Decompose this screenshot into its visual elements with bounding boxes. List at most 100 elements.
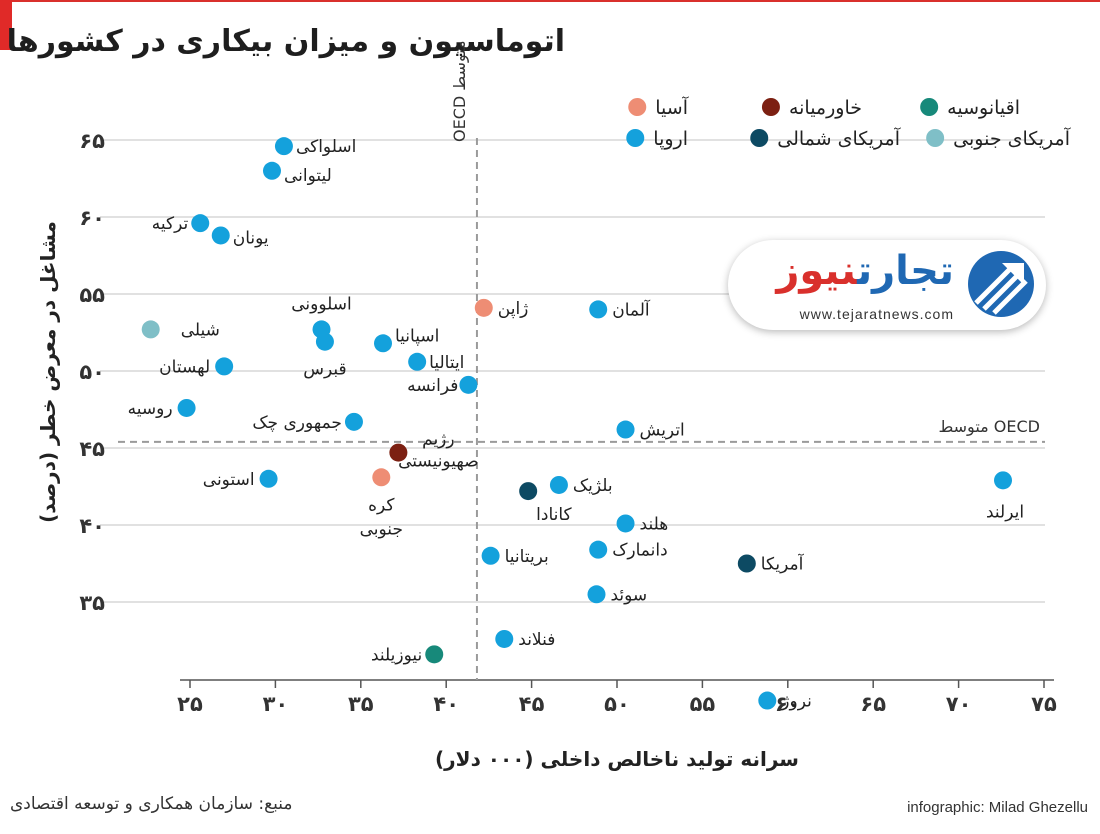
point-label: روسیه — [128, 399, 173, 419]
y-axis-title: مشاغل در معرض خطر (درصد) — [36, 221, 60, 523]
point-label: آلمان — [612, 298, 651, 320]
y-tick-label: ۴۵ — [79, 437, 105, 461]
point-label: ایرلند — [986, 502, 1024, 522]
x-tick-label: ۷۵ — [1031, 692, 1057, 716]
legend-marker-middle_east — [761, 98, 780, 116]
data-point — [616, 514, 635, 533]
data-point — [481, 546, 500, 565]
legend-marker-south_america — [926, 129, 945, 147]
source-note: منبع: سازمان همکاری و توسعه اقتصادی — [10, 794, 293, 814]
point-label: لهستان — [159, 357, 210, 377]
point-label: دانمارک — [612, 541, 667, 561]
x-tick-label: ۳۵ — [348, 692, 374, 716]
page-title: اتوماسیون و میزان بیکاری در کشورها — [6, 24, 565, 59]
data-point — [191, 214, 210, 233]
data-point — [519, 482, 538, 501]
data-point — [616, 420, 635, 439]
point-label: استونی — [203, 470, 255, 490]
logo-emblem-icon — [968, 251, 1034, 317]
legend-marker-europe — [626, 129, 645, 147]
point-label: فنلاند — [518, 630, 555, 650]
data-point — [259, 469, 278, 488]
y-tick-label: ۶۰ — [79, 206, 105, 230]
data-point — [374, 334, 393, 353]
legend-label-middle_east: خاورمیانه — [789, 97, 862, 119]
data-point — [589, 540, 608, 559]
point-label: قبرس — [303, 360, 346, 380]
oecd-average-horizontal-label: متوسط OECD — [938, 417, 1040, 437]
legend-marker-asia — [628, 98, 647, 116]
x-tick-label: ۶۵ — [860, 692, 886, 716]
data-point — [344, 412, 363, 431]
x-tick-label: ۶۰ — [775, 692, 801, 716]
point-label: آمریکا — [761, 553, 805, 575]
data-point — [549, 475, 568, 494]
legend-label-asia: آسیا — [655, 95, 688, 119]
data-point — [425, 645, 444, 664]
data-point — [372, 468, 391, 487]
x-tick-label: ۵۰ — [604, 692, 630, 716]
data-point — [262, 161, 281, 180]
point-label: ایتالیا — [429, 353, 464, 373]
data-point — [215, 357, 234, 376]
oecd-average-vertical-label: متوسط OECD — [450, 40, 470, 142]
legend-marker-north_america — [750, 129, 769, 147]
point-label: بریتانیا — [505, 547, 549, 567]
x-tick-label: ۲۵ — [177, 692, 203, 716]
x-axis-title: سرانه تولید ناخالص داخلی (۰۰۰ دلار) — [435, 747, 799, 771]
legend-label-south_america: آمریکای جنوبی — [953, 126, 1071, 150]
point-label: رژیم صهیونیستی — [398, 430, 479, 472]
point-label: جمهوری چک — [252, 413, 342, 433]
data-point — [587, 585, 606, 604]
x-tick-label: ۴۵ — [519, 692, 545, 716]
data-point — [589, 300, 608, 319]
point-label: اسلواکی — [296, 137, 356, 157]
point-label: اسلوونی — [291, 294, 352, 314]
logo-url: www.tejaratnews.com — [799, 306, 954, 322]
data-point — [474, 298, 493, 317]
point-label: شیلی — [181, 320, 220, 340]
legend-marker-oceania — [920, 98, 939, 116]
data-point — [389, 443, 408, 462]
point-label: اتریش — [640, 421, 685, 441]
logo-wordmark: تجارتنیوز — [776, 248, 954, 294]
x-tick-label: ۴۰ — [433, 692, 459, 716]
top-border — [0, 0, 1100, 2]
point-label: ژاپن — [498, 299, 529, 319]
point-label: هلند — [640, 514, 669, 534]
point-label: نیوزیلند — [371, 645, 422, 665]
data-point — [408, 352, 427, 371]
data-point — [177, 398, 196, 417]
y-tick-label: ۶۵ — [79, 129, 105, 153]
data-point — [994, 471, 1013, 490]
data-point — [758, 691, 777, 710]
data-point — [274, 137, 293, 156]
point-label: اسپانیا — [395, 326, 439, 346]
point-label: کانادا — [536, 505, 572, 525]
point-label: کره جنوبی — [360, 495, 403, 539]
data-point — [459, 375, 478, 394]
point-label: سوئد — [611, 585, 648, 605]
y-tick-label: ۵۰ — [79, 360, 105, 384]
legend-label-europe: اروپا — [653, 128, 688, 150]
credit-note: infographic: Milad Ghezellu — [907, 799, 1088, 816]
point-label: نروژ — [780, 692, 812, 712]
y-tick-label: ۴۰ — [79, 514, 105, 538]
x-tick-label: ۳۰ — [263, 692, 289, 716]
publisher-logo: تجارتنیوز www.tejaratnews.com — [728, 240, 1046, 330]
x-tick-label: ۷۰ — [946, 692, 972, 716]
x-tick-label: ۵۵ — [690, 692, 716, 716]
data-point — [495, 629, 514, 648]
point-label: بلژیک — [573, 476, 613, 496]
y-tick-label: ۳۵ — [79, 591, 105, 615]
point-label: فرانسه — [407, 376, 458, 396]
point-label: ترکیه — [152, 214, 189, 234]
data-point — [315, 332, 334, 351]
legend-label-oceania: اقیانوسیه — [947, 97, 1020, 119]
point-label: لیتوانی — [284, 166, 332, 186]
y-tick-label: ۵۵ — [79, 283, 105, 307]
data-point — [737, 554, 756, 573]
legend-label-north_america: آمریکای شمالی — [777, 126, 900, 150]
accent-bar — [0, 0, 12, 50]
